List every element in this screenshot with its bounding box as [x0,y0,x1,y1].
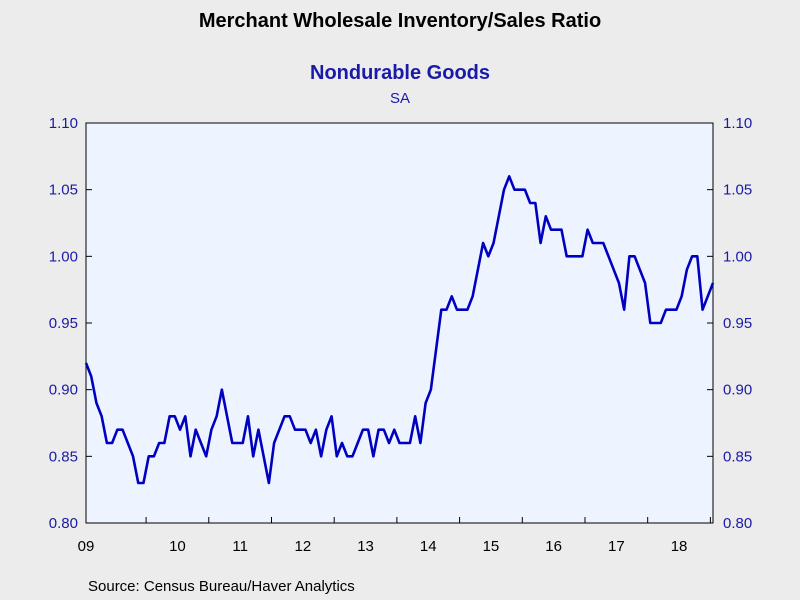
x-tick-label: 10 [169,538,186,555]
chart-subtitle: Nondurable Goods [310,62,490,84]
chart-title: Merchant Wholesale Inventory/Sales Ratio [198,10,602,32]
y-tick-label-left: 0.80 [49,515,78,532]
x-axis: 09 10 11 12 13 14 15 16 17 18 [78,517,711,555]
y-tick-label-left: 0.90 [49,382,78,399]
y-tick-label-right: 1.10 [723,115,752,132]
x-tick-label: 13 [357,538,374,555]
y-tick-label-left: 0.95 [49,315,78,332]
y-axis-right: 0.80 0.85 0.90 0.95 1.00 1.05 1.10 [707,115,752,532]
x-tick-label: 16 [545,538,562,555]
y-tick-label-left: 0.85 [49,448,78,465]
chart-seasonal-adjustment-label: SA [389,90,410,107]
plot-area [85,122,714,524]
y-tick-label-right: 1.00 [723,248,752,265]
y-tick-label-right: 0.90 [723,382,752,399]
y-tick-label-right: 0.85 [723,448,752,465]
y-tick-label-left: 1.00 [49,248,78,265]
y-tick-label-left: 1.05 [49,182,78,199]
y-axis-left: 0.80 0.85 0.90 0.95 1.00 1.05 1.10 [49,115,92,532]
x-tick-label: 15 [483,538,500,555]
x-tick-label: 11 [232,538,248,555]
y-tick-label-left: 1.10 [49,115,78,132]
source-note: Source: Census Bureau/Haver Analytics [88,578,355,595]
series-layer [84,175,715,485]
x-tick-label: 14 [420,538,437,555]
series-line [84,175,715,485]
y-tick-label-right: 0.95 [723,315,752,332]
x-tick-label: 17 [608,538,625,555]
x-tick-label: 09 [78,538,95,555]
x-tick-label: 18 [671,538,688,555]
x-tick-label: 12 [294,538,311,555]
y-tick-label-right: 1.05 [723,182,752,199]
y-tick-label-right: 0.80 [723,515,752,532]
